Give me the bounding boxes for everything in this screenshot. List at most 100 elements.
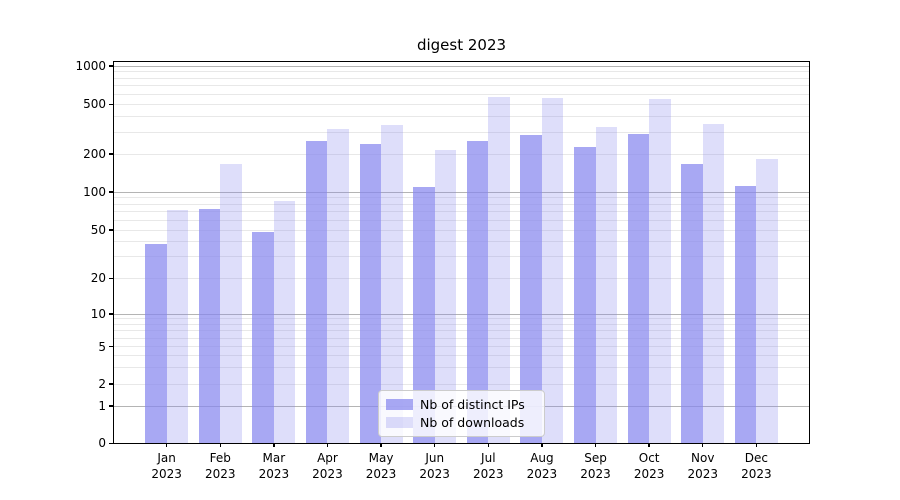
y-tick-mark [108,277,113,279]
x-tick-label: Nov 2023 [687,451,719,482]
bar-downloads [220,164,242,444]
y-tick-label: 1000 [75,59,106,73]
x-tick-label: Jun 2023 [419,451,450,482]
x-tick-label: Jul 2023 [473,451,504,482]
gridline-minor [113,131,810,133]
x-tick-mark [541,443,543,448]
bar-distinct-ips [627,133,650,444]
x-tick-mark [219,443,221,448]
gridline-minor [113,77,810,79]
x-tick-mark [433,443,436,448]
bar-downloads [327,128,349,444]
bar-distinct-ips [681,163,703,444]
chart-title: digest 2023 [416,36,507,54]
y-tick-mark [108,229,113,231]
x-tick-mark [648,443,650,448]
gridline-minor [113,355,810,357]
y-tick-label: 500 [83,97,106,112]
gridline-minor [113,277,810,279]
bar-distinct-ips [145,244,167,444]
gridline-minor [113,383,810,385]
bar-downloads [541,98,564,444]
gridline-major [113,191,810,193]
y-tick-label: 10 [90,307,106,321]
gridline-minor [113,211,810,213]
bar-distinct-ips [466,140,489,444]
gridline-minor [113,115,810,117]
gridline-major [113,313,810,315]
y-tick-mark [108,442,113,444]
gridline-minor [113,219,810,221]
bar-downloads [756,158,778,444]
x-tick-label: Mar 2023 [258,451,290,482]
gridline-minor [113,241,810,243]
x-tick-label: Jan 2023 [151,451,182,482]
y-tick-label: 20 [90,271,106,286]
bar-distinct-ips [305,141,328,444]
y-tick-label: 200 [83,147,106,161]
bar-distinct-ips [574,147,596,444]
bar-downloads [488,97,510,444]
gridline-minor [113,318,810,320]
gridline-minor [113,346,810,348]
x-tick-mark [594,443,597,448]
bar-distinct-ips [359,144,382,444]
y-tick-mark [108,103,113,105]
y-tick-mark [108,405,113,407]
bar-downloads [702,124,725,444]
gridline-minor [113,197,810,199]
y-tick-mark [108,65,113,67]
bar-distinct-ips [520,134,542,444]
bar-downloads [166,210,189,444]
x-tick-mark [487,443,489,448]
x-tick-mark [380,443,382,448]
y-tick-label: 2 [98,377,106,391]
gridline-minor [113,203,810,205]
bar-distinct-ips [198,208,221,444]
gridline-minor [113,366,810,368]
legend-label-downloads: Nb of downloads [420,415,525,430]
x-tick-mark [165,443,168,448]
legend-item-downloads: Nb of downloads [386,415,536,430]
y-tick-mark [108,191,113,193]
y-tick-mark [108,383,113,385]
bar-downloads [649,99,671,444]
y-tick-label: 100 [83,185,106,199]
y-tick-mark [108,313,113,315]
gridline-minor [113,324,810,326]
x-tick-label: Oct 2023 [633,451,665,482]
bar-distinct-ips [252,232,274,444]
gridline-minor [113,330,810,332]
x-tick-label: Aug 2023 [526,451,558,482]
y-tick-label: 50 [90,223,106,237]
x-tick-label: Sep 2023 [580,451,611,482]
gridline-minor [113,229,810,231]
bar-distinct-ips [413,186,435,444]
x-tick-mark [326,443,329,448]
x-tick-label: Apr 2023 [312,451,343,482]
gridline-minor [113,337,810,339]
y-tick-label: 0 [98,436,106,451]
bar-downloads [273,200,296,444]
x-tick-mark [273,443,275,448]
y-tick-mark [108,153,113,155]
x-tick-mark [755,443,758,448]
x-tick-mark [702,443,704,448]
y-tick-mark [108,346,113,348]
y-tick-label: 5 [98,339,106,354]
legend-swatch-distinct-ips-icon [386,399,413,410]
gridline-minor [113,71,810,73]
bar-downloads [434,150,457,444]
gridline-minor [113,93,810,95]
bar-downloads [595,127,618,444]
legend-label-distinct-ips: Nb of distinct IPs [420,397,525,412]
x-tick-label: Dec 2023 [741,451,772,482]
gridline-minor [113,256,810,258]
legend: Nb of distinct IPs Nb of downloads [378,390,545,437]
gridline-major [113,65,810,67]
legend-item-distinct-ips: Nb of distinct IPs [386,397,536,412]
x-tick-label: Feb 2023 [204,451,236,482]
bar-downloads [381,124,403,444]
x-tick-label: May 2023 [365,451,397,482]
